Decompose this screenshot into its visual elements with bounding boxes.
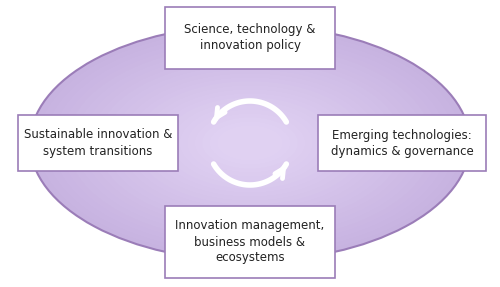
Ellipse shape bbox=[30, 25, 470, 261]
Ellipse shape bbox=[75, 49, 425, 237]
Ellipse shape bbox=[120, 73, 380, 213]
Text: Emerging technologies:
dynamics & governance: Emerging technologies: dynamics & govern… bbox=[330, 129, 474, 158]
Ellipse shape bbox=[217, 125, 283, 161]
Ellipse shape bbox=[157, 93, 343, 193]
Text: Sustainable innovation &
system transitions: Sustainable innovation & system transiti… bbox=[24, 129, 172, 158]
Ellipse shape bbox=[90, 57, 410, 229]
FancyBboxPatch shape bbox=[165, 206, 335, 278]
Ellipse shape bbox=[164, 97, 336, 189]
FancyBboxPatch shape bbox=[18, 115, 178, 171]
Ellipse shape bbox=[112, 69, 388, 217]
Ellipse shape bbox=[45, 33, 455, 253]
Ellipse shape bbox=[134, 81, 366, 205]
Ellipse shape bbox=[52, 37, 448, 249]
Ellipse shape bbox=[68, 45, 432, 241]
Text: Innovation management,
business models &
ecosystems: Innovation management, business models &… bbox=[176, 220, 324, 265]
Ellipse shape bbox=[150, 89, 350, 197]
Ellipse shape bbox=[210, 121, 290, 165]
Ellipse shape bbox=[172, 101, 328, 185]
FancyBboxPatch shape bbox=[318, 115, 486, 171]
Ellipse shape bbox=[82, 53, 417, 233]
FancyBboxPatch shape bbox=[165, 7, 335, 69]
Text: Science, technology &
innovation policy: Science, technology & innovation policy bbox=[184, 24, 316, 53]
Ellipse shape bbox=[142, 85, 358, 201]
Ellipse shape bbox=[38, 29, 463, 257]
Ellipse shape bbox=[180, 105, 320, 181]
Ellipse shape bbox=[187, 109, 313, 177]
Ellipse shape bbox=[98, 61, 403, 225]
Ellipse shape bbox=[127, 77, 373, 209]
Ellipse shape bbox=[105, 65, 395, 221]
Ellipse shape bbox=[194, 113, 306, 173]
Ellipse shape bbox=[202, 117, 298, 169]
Ellipse shape bbox=[60, 41, 440, 245]
